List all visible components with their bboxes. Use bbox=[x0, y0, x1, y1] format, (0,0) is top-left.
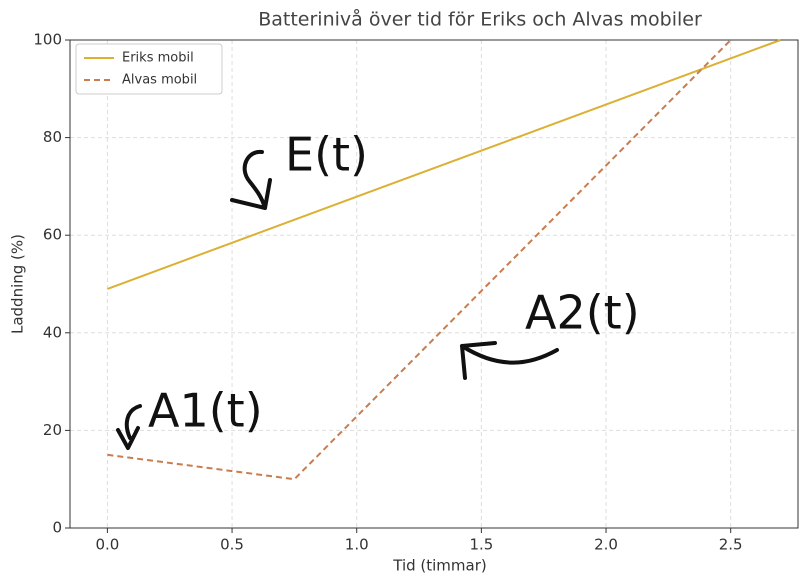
x-tick-label: 1.5 bbox=[469, 536, 493, 554]
legend-label: Alvas mobil bbox=[122, 73, 197, 88]
y-tick-label: 40 bbox=[43, 323, 62, 341]
series-line bbox=[107, 39, 781, 290]
y-tick-label: 0 bbox=[52, 519, 62, 537]
series-line bbox=[107, 39, 732, 481]
x-tick-label: 1.0 bbox=[345, 536, 369, 554]
arrow bbox=[460, 341, 559, 380]
y-tick-label: 80 bbox=[43, 128, 62, 146]
plot-area: 0 20 40 60 80 100 0.0 0.5 1.0 1.5 2.0 2.5 Eriks mobi… bbox=[33, 31, 799, 554]
plot-frame bbox=[69, 39, 799, 529]
y-axis-label: Laddning (%) bbox=[9, 234, 27, 334]
annotation: A2(t) bbox=[525, 286, 640, 340]
y-tick-label: 20 bbox=[43, 421, 62, 439]
chart-title: Batterinivå över tid för Eriks och Alvas… bbox=[258, 8, 702, 31]
legend-label: Eriks mobil bbox=[122, 51, 194, 66]
x-tick-label: 2.0 bbox=[594, 536, 618, 554]
annotation: E(t) bbox=[285, 128, 368, 182]
x-axis-label: Tid (timmar) bbox=[392, 557, 487, 575]
x-tick-label: 2.5 bbox=[719, 536, 743, 554]
x-tick-label: 0.5 bbox=[220, 536, 244, 554]
arrow bbox=[116, 404, 142, 450]
annotation: A1(t) bbox=[148, 384, 263, 438]
arrow bbox=[230, 149, 272, 210]
legend-box bbox=[75, 43, 223, 95]
y-tick-label: 100 bbox=[33, 31, 62, 49]
y-tick-label: 60 bbox=[43, 226, 62, 244]
x-tick-label: 0.0 bbox=[95, 536, 119, 554]
